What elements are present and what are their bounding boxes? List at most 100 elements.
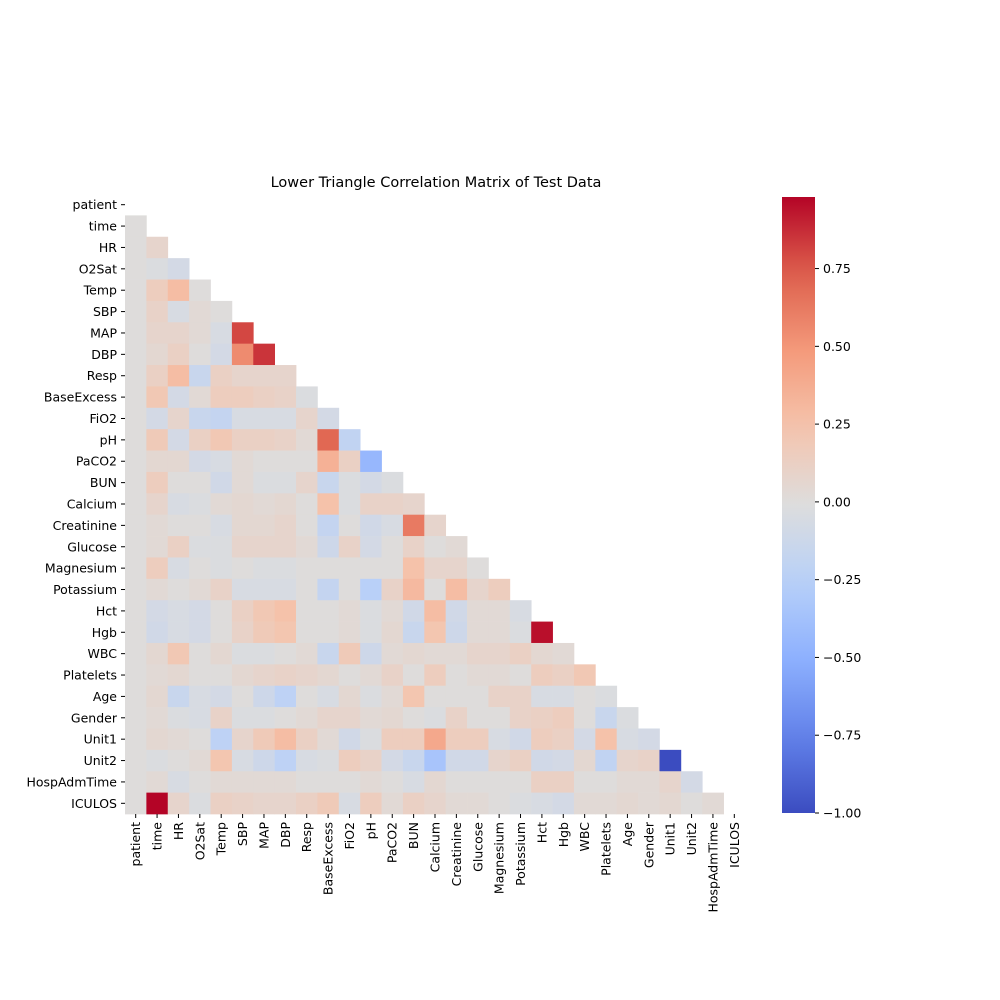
heatmap-cell-Gender-time bbox=[146, 707, 168, 729]
heatmap-cell-Hct-SBP bbox=[232, 600, 254, 622]
heatmap-cell-MAP-time bbox=[146, 322, 168, 344]
y-tick-label: Magnesium bbox=[45, 561, 117, 576]
heatmap-cell-pH-Temp bbox=[211, 429, 233, 451]
heatmap-cell-Calcium-BUN bbox=[403, 493, 425, 515]
heatmap-cell-Gender-Potassium bbox=[510, 707, 532, 729]
heatmap-cell-Gender-Temp bbox=[211, 707, 233, 729]
heatmap-cell-Glucose-pH bbox=[360, 536, 382, 558]
heatmap-cell-HospAdmTime-Hct bbox=[531, 771, 553, 793]
chart-title: Lower Triangle Correlation Matrix of Tes… bbox=[271, 175, 602, 191]
heatmap-cell-BUN-FiO2 bbox=[339, 472, 361, 494]
heatmap-cell-Creatinine-pH bbox=[360, 515, 382, 537]
x-tick-label: time bbox=[150, 822, 165, 851]
heatmap-cell-Gender-WBC bbox=[574, 707, 596, 729]
heatmap-cell-Potassium-Calcium bbox=[424, 579, 446, 601]
heatmap-cell-HospAdmTime-WBC bbox=[574, 771, 596, 793]
heatmap-cell-WBC-FiO2 bbox=[339, 643, 361, 665]
heatmap-cell-WBC-Temp bbox=[211, 643, 233, 665]
heatmap-cell-Unit2-BUN bbox=[403, 750, 425, 772]
heatmap-cell-Unit1-BaseExcess bbox=[317, 728, 339, 750]
heatmap-cell-Platelets-Glucose bbox=[467, 664, 489, 686]
heatmap-cell-BUN-Temp bbox=[211, 472, 233, 494]
heatmap-cell-Age-FiO2 bbox=[339, 686, 361, 708]
heatmap-cell-Hgb-MAP bbox=[253, 622, 275, 644]
heatmap-cell-Resp-Temp bbox=[211, 365, 233, 387]
heatmap-cell-Platelets-pH bbox=[360, 664, 382, 686]
heatmap-cell-DBP-O2Sat bbox=[189, 344, 211, 366]
heatmap-cell-FiO2-HR bbox=[168, 408, 190, 430]
heatmap-cell-ICULOS-Unit2 bbox=[681, 793, 703, 815]
heatmap-cell-FiO2-DBP bbox=[275, 408, 297, 430]
x-tick-label: Hgb bbox=[556, 822, 571, 847]
heatmap-cell-PaCO2-FiO2 bbox=[339, 451, 361, 473]
heatmap-cell-PaCO2-patient bbox=[125, 451, 147, 473]
heatmap-cell-Unit1-Hct bbox=[531, 728, 553, 750]
colorbar-tick-label: 0.50 bbox=[823, 339, 851, 354]
heatmap-cell-Unit2-Calcium bbox=[424, 750, 446, 772]
heatmap-cell-BUN-HR bbox=[168, 472, 190, 494]
heatmap-cell-Glucose-time bbox=[146, 536, 168, 558]
heatmap-cell-HospAdmTime-patient bbox=[125, 771, 147, 793]
heatmap-cell-BUN-DBP bbox=[275, 472, 297, 494]
heatmap-cell-Glucose-Resp bbox=[296, 536, 318, 558]
heatmap-cell-Unit2-Hgb bbox=[553, 750, 575, 772]
heatmap-cell-PaCO2-BaseExcess bbox=[317, 451, 339, 473]
x-tick-label: DBP bbox=[278, 822, 293, 848]
heatmap-cell-Potassium-Resp bbox=[296, 579, 318, 601]
heatmap-cell-HospAdmTime-MAP bbox=[253, 771, 275, 793]
heatmap-cell-Resp-time bbox=[146, 365, 168, 387]
heatmap-cell-Age-time bbox=[146, 686, 168, 708]
heatmap-cell-Hgb-BaseExcess bbox=[317, 622, 339, 644]
heatmap-cell-Potassium-FiO2 bbox=[339, 579, 361, 601]
heatmap-cell-Unit2-Magnesium bbox=[488, 750, 510, 772]
heatmap-cell-PaCO2-O2Sat bbox=[189, 451, 211, 473]
heatmap-cell-Magnesium-SBP bbox=[232, 557, 254, 579]
heatmap-cell-WBC-Hgb bbox=[553, 643, 575, 665]
heatmap-cell-Gender-Platelets bbox=[595, 707, 617, 729]
heatmap-cell-Magnesium-FiO2 bbox=[339, 557, 361, 579]
heatmap-cell-ICULOS-Platelets bbox=[595, 793, 617, 815]
y-tick-label: MAP bbox=[90, 325, 117, 340]
x-tick-label: Unit2 bbox=[684, 822, 699, 855]
heatmap-cell-Hct-FiO2 bbox=[339, 600, 361, 622]
heatmap-cell-DBP-time bbox=[146, 344, 168, 366]
heatmap-cell-HospAdmTime-PaCO2 bbox=[382, 771, 404, 793]
heatmap-cell-WBC-time bbox=[146, 643, 168, 665]
heatmap-cell-Magnesium-BUN bbox=[403, 557, 425, 579]
heatmap-cell-Unit2-time bbox=[146, 750, 168, 772]
heatmap-cell-Unit1-Potassium bbox=[510, 728, 532, 750]
heatmap-cell-BaseExcess-SBP bbox=[232, 386, 254, 408]
heatmap-cell-Gender-SBP bbox=[232, 707, 254, 729]
heatmap-cell-Unit2-patient bbox=[125, 750, 147, 772]
heatmap-cell-Magnesium-O2Sat bbox=[189, 557, 211, 579]
heatmap-cell-Potassium-HR bbox=[168, 579, 190, 601]
heatmap-cell-Creatinine-DBP bbox=[275, 515, 297, 537]
heatmap-cell-Magnesium-Glucose bbox=[467, 557, 489, 579]
heatmap-cell-Unit2-PaCO2 bbox=[382, 750, 404, 772]
heatmap-cell-Platelets-SBP bbox=[232, 664, 254, 686]
heatmap-cell-MAP-O2Sat bbox=[189, 322, 211, 344]
heatmap-cell-WBC-Magnesium bbox=[488, 643, 510, 665]
colorbar-tick-label: −1.00 bbox=[823, 806, 861, 821]
y-tick-label: WBC bbox=[88, 646, 118, 661]
heatmap-cell-Creatinine-BUN bbox=[403, 515, 425, 537]
heatmap-cell-Age-WBC bbox=[574, 686, 596, 708]
heatmap-cell-Unit2-Gender bbox=[638, 750, 660, 772]
heatmap-cell-Creatinine-Resp bbox=[296, 515, 318, 537]
heatmap-cell-Calcium-HR bbox=[168, 493, 190, 515]
heatmap-cell-Hct-time bbox=[146, 600, 168, 622]
heatmap-cell-Unit2-FiO2 bbox=[339, 750, 361, 772]
y-tick-label: Resp bbox=[87, 368, 117, 383]
heatmap-cell-HospAdmTime-SBP bbox=[232, 771, 254, 793]
heatmap-cell-Unit1-HR bbox=[168, 728, 190, 750]
heatmap-cell-FiO2-BaseExcess bbox=[317, 408, 339, 430]
heatmap-cell-HospAdmTime-Glucose bbox=[467, 771, 489, 793]
heatmap-cell-BaseExcess-MAP bbox=[253, 386, 275, 408]
heatmap-cell-Potassium-Temp bbox=[211, 579, 233, 601]
heatmap-cell-HR-patient bbox=[125, 237, 147, 259]
heatmap-cell-PaCO2-Resp bbox=[296, 451, 318, 473]
heatmap-cell-Platelets-DBP bbox=[275, 664, 297, 686]
heatmap-cell-Platelets-BUN bbox=[403, 664, 425, 686]
heatmap-cell-Gender-O2Sat bbox=[189, 707, 211, 729]
heatmap-cell-Hct-Resp bbox=[296, 600, 318, 622]
